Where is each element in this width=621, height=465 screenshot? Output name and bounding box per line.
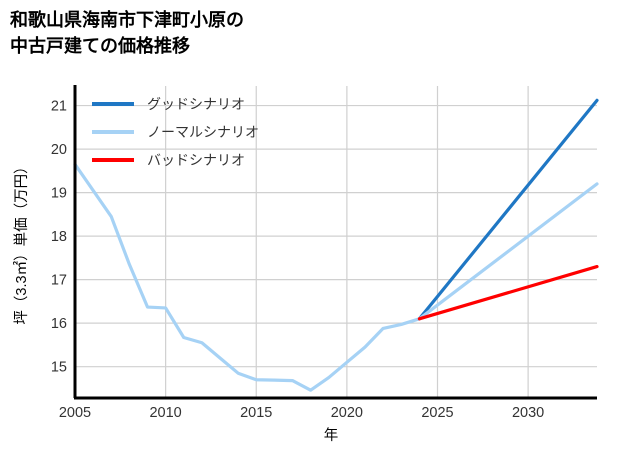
series-line: [417, 98, 599, 321]
legend-label: ノーマルシナリオ: [147, 124, 259, 140]
data-series-layer: [73, 98, 599, 392]
legend-label: バッドシナリオ: [147, 152, 245, 168]
x-tick-label: 2030: [512, 405, 544, 421]
x-tick-label: 2025: [421, 405, 453, 421]
y-tick-label: 21: [51, 99, 67, 115]
series-line: [417, 264, 599, 321]
y-tick-label: 16: [51, 316, 67, 332]
legend-item[interactable]: ノーマルシナリオ: [92, 124, 259, 140]
axis-lines: [73, 85, 597, 400]
legend-item[interactable]: バッドシナリオ: [92, 152, 245, 168]
x-tick-label: 2005: [59, 405, 91, 421]
y-tick-label: 17: [51, 273, 67, 289]
series-line: [73, 162, 599, 392]
x-tick-label: 2015: [240, 405, 272, 421]
y-tick-label: 18: [51, 229, 67, 245]
y-gridlines: [75, 104, 597, 368]
page-title: 和歌山県海南市下津町小原の 中古戸建ての価格推移: [10, 10, 244, 56]
x-axis-tick-labels: 2005 2010 2015 2020 2025 2030: [59, 405, 544, 421]
x-tick-label: 2020: [331, 405, 363, 421]
y-tick-label: 20: [51, 142, 67, 158]
x-axis-title: 年: [324, 427, 339, 444]
x-gridlines: [165, 86, 529, 398]
axis-titles: 年 坪（3.3㎡）単価（万円）: [13, 159, 338, 444]
y-axis-tick-labels: 15 16 17 18 19 20 21: [51, 99, 67, 376]
y-tick-label: 19: [51, 186, 67, 202]
y-axis-title: 坪（3.3㎡）単価（万円）: [13, 159, 30, 324]
y-tick-label: 15: [51, 360, 67, 376]
legend-item[interactable]: グッドシナリオ: [92, 96, 245, 112]
x-tick-label: 2010: [149, 405, 181, 421]
legend-label: グッドシナリオ: [147, 96, 245, 112]
